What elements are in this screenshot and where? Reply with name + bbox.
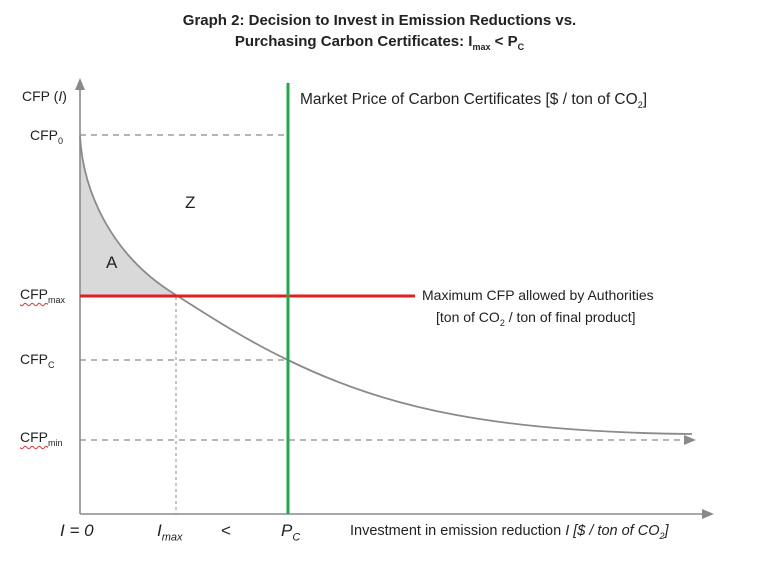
region-z-label: Z	[185, 193, 196, 212]
tick-i-zero: I = 0	[60, 521, 94, 540]
tick-cfp0: CFP0	[30, 127, 64, 146]
cfpmin-arrow	[684, 435, 696, 445]
market-price-annotation: Market Price of Carbon Certificates [$ /…	[300, 91, 648, 111]
y-axis-label: CFP (I)	[22, 88, 67, 104]
tick-cfpmin: CFPmin	[20, 429, 63, 448]
chart-title-line2: Purchasing Carbon Certificates: Imax < P…	[234, 33, 525, 52]
x-axis-label: Investment in emission reduction I [$ / …	[350, 523, 669, 541]
max-cfp-annotation-line2: [ton of CO2 / ton of final product]	[436, 309, 636, 328]
region-a-label: A	[106, 253, 118, 272]
chart-title-line1: Graph 2: Decision to Invest in Emission …	[182, 12, 577, 29]
max-cfp-annotation-line1: Maximum CFP allowed by Authorities	[422, 287, 654, 303]
tick-pc: PC	[281, 521, 301, 544]
tick-imax: Imax	[157, 521, 183, 544]
x-axis-arrow	[702, 509, 714, 519]
tick-cfpmax: CFPmax	[20, 286, 66, 305]
less-than-sign: <	[221, 521, 231, 540]
guide-lines	[80, 134, 688, 441]
region-a-shape	[80, 136, 176, 295]
y-axis-arrow	[75, 78, 85, 90]
tick-cfpc: CFPC	[20, 351, 55, 370]
cfp-curve	[79, 135, 693, 435]
